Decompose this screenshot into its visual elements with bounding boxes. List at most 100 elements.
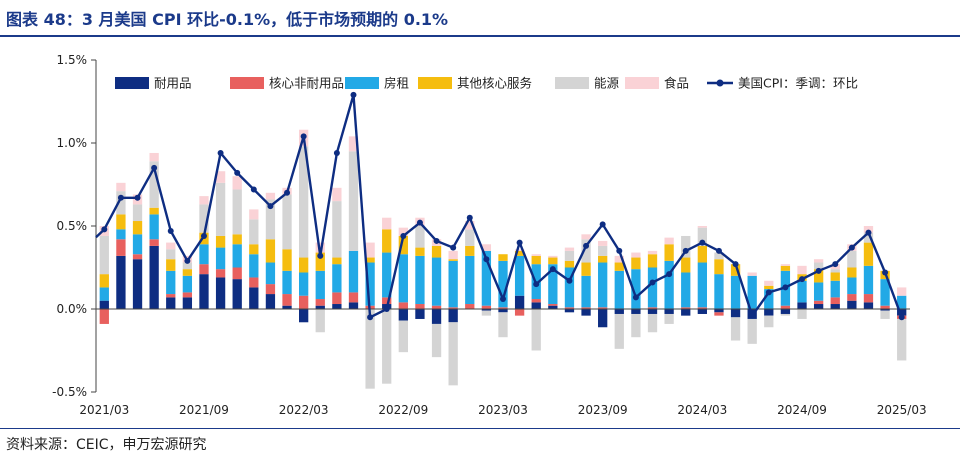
bar-food [797,265,807,275]
cpi-point [799,276,806,283]
bar-energy [764,315,774,328]
bar-services [863,242,874,266]
bar-shelter [813,282,824,301]
bar-nondurables [232,267,242,280]
x-tick-label: 2025/03 [877,403,927,417]
bar-energy [598,245,608,256]
bar-energy [897,318,907,361]
bar-food [166,242,176,250]
legend-swatch-energy [555,77,589,89]
bar-shelter [481,250,492,306]
bar-shelter [166,270,176,295]
bar-services [730,264,741,276]
x-tick-label: 2022/09 [378,403,428,417]
legend-label-energy: 能源 [594,76,620,91]
legend-swatch-nondurables [230,77,264,89]
bar-food [215,171,226,183]
x-tick-label: 2024/03 [677,403,727,417]
bar-energy [681,235,691,258]
bar-food [598,240,608,246]
cpi-point [699,239,706,246]
bar-shelter [647,267,658,308]
bar-shelter [99,287,109,301]
bar-services [548,257,558,265]
bar-nondurables [398,302,408,309]
bar-durables [730,309,741,318]
cpi-point [400,232,407,239]
bar-durables [249,287,259,309]
bar-food [581,234,591,240]
bar-durables [215,277,226,309]
bar-services [498,254,508,261]
bar-durables [315,305,325,309]
legend-swatch-shelter [345,77,379,89]
bar-food [813,259,824,263]
bar-food [249,209,259,220]
bar-services [614,262,624,271]
bar-shelter [431,257,442,306]
bar-nondurables [348,292,359,303]
cpi-point [898,314,905,321]
bar-energy [465,229,475,246]
y-tick-label: 0.0% [57,302,88,316]
source-rule [0,428,960,429]
bar-services [398,235,408,255]
bar-food [614,255,624,263]
cpi-point [200,232,207,239]
legend-swatch-durables [115,77,149,89]
cpi-point [500,296,506,303]
bar-energy [481,310,492,316]
x-tick-label: 2021/09 [179,403,229,417]
bar-food [564,247,575,251]
bar-durables [897,309,907,316]
bar-services [664,244,674,261]
cpi-point [765,289,772,296]
legend-label-durables: 耐用品 [154,76,192,91]
bar-shelter [498,260,508,308]
bar-services [847,267,857,278]
bar-services [282,249,292,271]
x-tick-label: 2024/09 [777,403,827,417]
bar-shelter [232,244,242,268]
bar-shelter [863,265,874,295]
bar-services [647,254,658,268]
bar-shelter [332,264,342,293]
bar-nondurables [880,305,890,309]
bar-shelter [415,255,425,305]
source-note: 资料来源：CEIC，申万宏源研究 [6,437,207,453]
bar-shelter [215,247,226,270]
cpi-point [134,194,141,201]
bar-shelter [265,262,276,285]
bar-services [564,260,575,268]
bar-services [99,274,109,288]
bar-energy [149,161,159,208]
bar-services [830,272,840,281]
bar-energy [282,194,292,250]
bar-services [299,257,309,273]
bar-services [116,214,126,230]
cpi-point [333,149,340,156]
bar-energy [564,250,575,261]
bar-shelter [365,262,375,306]
bar-energy [99,235,109,275]
bar-nondurables [299,295,309,309]
bar-energy [631,313,641,338]
bar-food [448,250,458,260]
cpi-point [284,189,291,196]
bar-durables [132,259,143,309]
bar-durables [166,297,176,309]
bar-services [631,257,641,270]
bar-shelter [465,255,475,305]
bar-durables [581,309,591,316]
cpi-point [632,294,639,301]
cpi-point [450,244,457,251]
bar-durables [780,309,791,314]
bar-nondurables [431,305,442,309]
bar-energy [132,204,143,222]
bar-energy [199,204,209,233]
bar-durables [116,255,126,309]
bar-shelter [897,295,907,309]
bar-durables [598,309,608,328]
y-tick-label: 0.5% [57,219,88,233]
bar-energy [847,250,857,268]
